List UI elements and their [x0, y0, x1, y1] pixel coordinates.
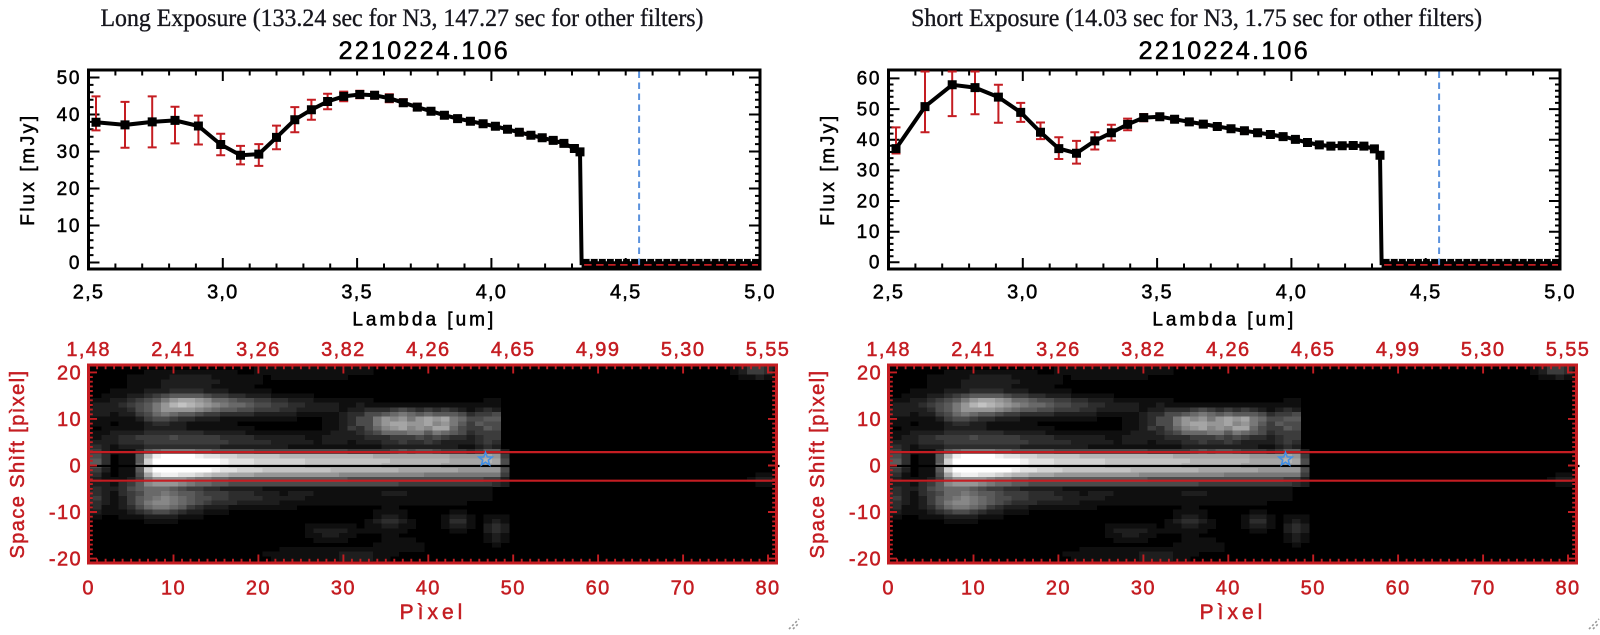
- svg-text:0: 0: [69, 253, 81, 274]
- svg-text:Flux [mJy]: Flux [mJy]: [818, 113, 839, 226]
- svg-text:10: 10: [57, 409, 82, 431]
- svg-text:30: 30: [57, 142, 81, 163]
- svg-text:10: 10: [161, 578, 186, 600]
- svg-text:3,26: 3,26: [236, 339, 281, 361]
- svg-text:2,41: 2,41: [151, 339, 196, 361]
- svg-text:5,0: 5,0: [1544, 282, 1575, 304]
- svg-text:5,0: 5,0: [744, 282, 775, 304]
- svg-text:0: 0: [69, 456, 82, 478]
- svg-text:-20: -20: [49, 549, 82, 571]
- svg-text:10: 10: [857, 222, 881, 243]
- svg-text:60: 60: [857, 69, 881, 90]
- svg-text:4,5: 4,5: [1410, 282, 1441, 304]
- svg-text:-10: -10: [49, 502, 82, 524]
- svg-text:Space Shìft [pìxel]: Space Shìft [pìxel]: [7, 370, 29, 559]
- svg-text:20: 20: [857, 191, 881, 212]
- svg-text:60: 60: [586, 578, 611, 600]
- svg-text:4,65: 4,65: [491, 339, 536, 361]
- svg-text:Long Exposure (133.24 sec for: Long Exposure (133.24 sec for N3, 147.27…: [101, 5, 704, 32]
- svg-text:2210224.106: 2210224.106: [339, 37, 510, 65]
- svg-text:40: 40: [416, 578, 441, 600]
- svg-text:3,0: 3,0: [1007, 282, 1038, 304]
- svg-text:3,5: 3,5: [341, 282, 372, 304]
- svg-text:30: 30: [331, 578, 356, 600]
- svg-text:40: 40: [857, 130, 881, 151]
- svg-text:4,5: 4,5: [610, 282, 641, 304]
- svg-text:4,99: 4,99: [576, 339, 621, 361]
- svg-text:30: 30: [857, 161, 881, 182]
- svg-text:4,0: 4,0: [476, 282, 507, 304]
- svg-text:2,5: 2,5: [873, 282, 904, 304]
- svg-text:Lambda [um]: Lambda [um]: [1152, 310, 1296, 331]
- svg-text:70: 70: [671, 578, 696, 600]
- svg-text:20: 20: [246, 578, 271, 600]
- svg-text:3,5: 3,5: [1141, 282, 1172, 304]
- svg-text:4,0: 4,0: [1276, 282, 1307, 304]
- svg-text:3,82: 3,82: [321, 339, 366, 361]
- svg-text:4,26: 4,26: [406, 339, 451, 361]
- svg-text:Short Exposure (14.03 sec for: Short Exposure (14.03 sec for N3, 1.75 s…: [911, 5, 1482, 32]
- svg-text:5,30: 5,30: [661, 339, 706, 361]
- svg-text:10: 10: [57, 216, 81, 237]
- svg-text:Pìxel: Pìxel: [400, 601, 467, 624]
- svg-text:0: 0: [869, 253, 881, 274]
- svg-text:2,5: 2,5: [73, 282, 104, 304]
- svg-text:50: 50: [57, 68, 81, 89]
- svg-text:20: 20: [57, 362, 82, 384]
- svg-text:50: 50: [501, 578, 526, 600]
- svg-text:50: 50: [857, 99, 881, 120]
- svg-text:1,48: 1,48: [66, 339, 111, 361]
- svg-text:40: 40: [57, 105, 81, 126]
- svg-text:Flux [mJy]: Flux [mJy]: [18, 113, 39, 226]
- svg-text:3,0: 3,0: [207, 282, 238, 304]
- svg-text:0: 0: [82, 578, 95, 600]
- svg-text:Lambda [um]: Lambda [um]: [352, 310, 496, 331]
- svg-text:5,55: 5,55: [746, 339, 791, 361]
- svg-text:2210224.106: 2210224.106: [1139, 37, 1310, 65]
- svg-text:20: 20: [57, 179, 81, 200]
- svg-text:80: 80: [755, 578, 780, 600]
